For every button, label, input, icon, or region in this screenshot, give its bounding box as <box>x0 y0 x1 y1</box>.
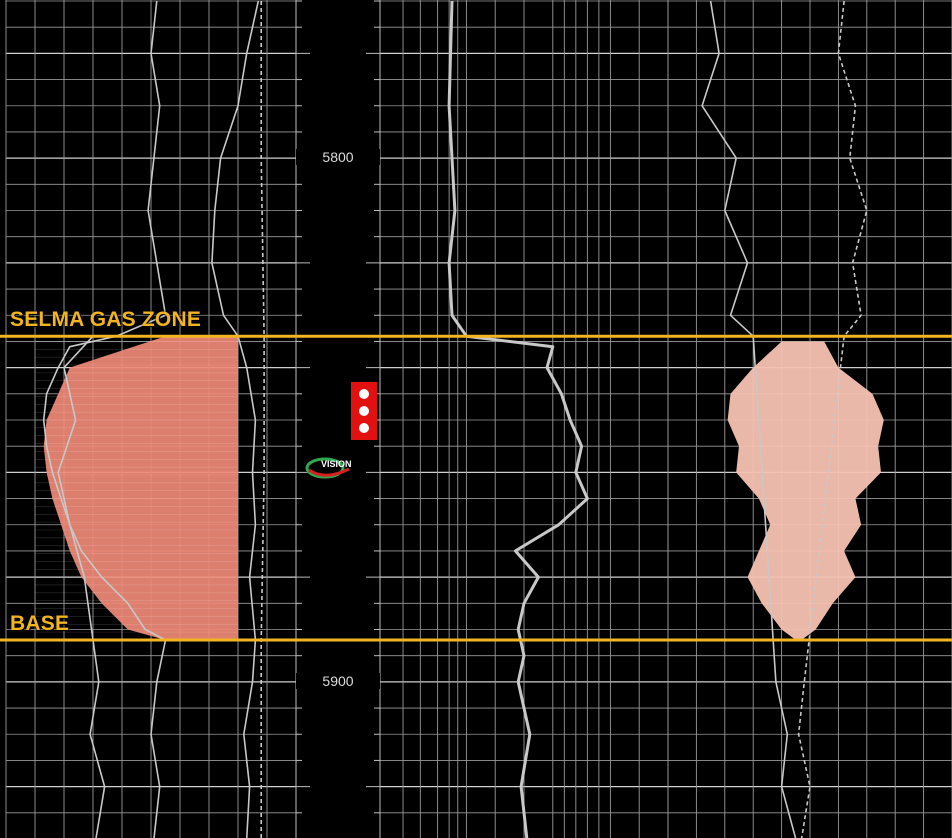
log-curve-track3 <box>797 0 868 838</box>
log-curve-track1 <box>57 335 106 838</box>
log-curve-track1 <box>211 0 260 838</box>
depth-label: 5900 <box>296 672 380 689</box>
log-curve-track3 <box>701 0 797 838</box>
zone-label-base: BASE <box>10 611 70 635</box>
perforation-marker <box>351 382 377 440</box>
curve-layer <box>42 0 868 838</box>
log-curve-track1 <box>260 1 265 838</box>
gas-zone-fill-track3 <box>727 341 884 640</box>
logo-text: VISION <box>321 459 352 469</box>
vision-swoosh-icon <box>305 457 350 479</box>
perforation-dot <box>359 389 369 399</box>
perforation-dot <box>359 406 369 416</box>
depth-label: 5800 <box>296 149 380 166</box>
gas-zone-fill-track1 <box>43 336 239 640</box>
zone-label-top: SELMA GAS ZONE <box>10 308 202 332</box>
perforation-dot <box>359 423 369 433</box>
zone-layer <box>0 334 952 642</box>
vision-logo: VISION <box>305 455 367 481</box>
log-curve-track2 <box>447 0 589 838</box>
